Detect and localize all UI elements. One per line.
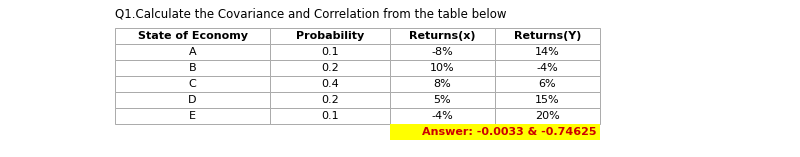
Bar [390,60,495,76]
Text: 8%: 8% [434,79,451,89]
Bar [495,108,600,124]
Bar [115,60,270,76]
Bar [390,44,495,60]
Bar [390,124,600,140]
Bar [270,108,390,124]
Text: A: A [189,47,196,57]
Text: 10%: 10% [430,63,455,73]
Text: 0.2: 0.2 [321,95,339,105]
Text: Answer: -0.0033 & -0.74625: Answer: -0.0033 & -0.74625 [422,127,596,137]
Text: 15%: 15% [535,95,560,105]
Text: 0.1: 0.1 [321,47,339,57]
Bar [390,28,495,44]
Text: Returns(x): Returns(x) [410,31,476,41]
Text: E: E [189,111,196,121]
Text: Returns(Y): Returns(Y) [514,31,581,41]
Text: -8%: -8% [432,47,454,57]
Bar [270,28,390,44]
Bar [390,108,495,124]
Text: -4%: -4% [432,111,454,121]
Bar [495,60,600,76]
Bar [115,108,270,124]
Bar [270,60,390,76]
Text: 0.4: 0.4 [321,79,339,89]
Bar [115,28,270,44]
Text: C: C [189,79,196,89]
Bar [270,92,390,108]
Text: B: B [189,63,196,73]
Text: Q1.Calculate the Covariance and Correlation from the table below: Q1.Calculate the Covariance and Correlat… [115,8,506,21]
Bar [495,28,600,44]
Text: 0.2: 0.2 [321,63,339,73]
Bar [495,44,600,60]
Text: -4%: -4% [537,63,558,73]
Bar [495,92,600,108]
Bar [390,76,495,92]
Bar [390,92,495,108]
Text: 6%: 6% [538,79,556,89]
Text: D: D [188,95,197,105]
Bar [495,76,600,92]
Text: 5%: 5% [434,95,451,105]
Text: 20%: 20% [535,111,560,121]
Text: 14%: 14% [535,47,560,57]
Bar [115,44,270,60]
Bar [270,76,390,92]
Bar [270,44,390,60]
Bar [115,92,270,108]
Text: 0.1: 0.1 [321,111,339,121]
Text: Probability: Probability [296,31,364,41]
Bar [115,76,270,92]
Text: State of Economy: State of Economy [138,31,247,41]
